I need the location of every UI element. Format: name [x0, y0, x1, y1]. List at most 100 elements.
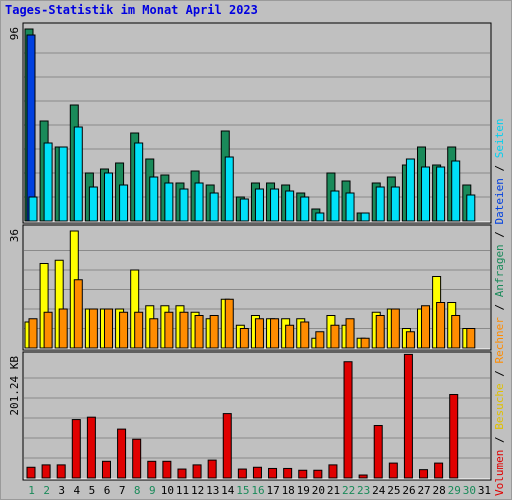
bar-volumen-day-27 [419, 469, 429, 479]
bar-rechner-day-6 [103, 308, 113, 349]
bar-rechner-day-21 [330, 324, 340, 349]
bar-rechner-day-14 [224, 298, 234, 349]
bar-rechner-day-27 [421, 305, 431, 349]
bar-rechner-day-19 [300, 321, 310, 349]
bar-volumen-day-26 [403, 353, 413, 479]
legend-separator: / [493, 158, 506, 178]
bar-volumen-day-20 [313, 469, 323, 479]
bar-seiten-day-6 [103, 172, 113, 222]
x-tick-label-day-19: 19 [297, 484, 310, 497]
legend-entry-seiten: Seiten [493, 118, 506, 158]
bar-rechner-day-5 [88, 308, 98, 349]
bar-rechner-day-8 [134, 311, 144, 349]
bar-rechner-day-3 [58, 308, 68, 349]
side-legend: Volumen / Besuche / Rechner / Anfragen /… [493, 118, 506, 496]
bar-seiten-day-12 [194, 182, 204, 222]
x-tick-label-day-13: 13 [206, 484, 219, 497]
x-tick-label-day-29: 29 [448, 484, 461, 497]
x-tick-label-day-8: 8 [134, 484, 141, 497]
bar-seiten-day-8 [134, 142, 144, 222]
bar-seiten-day-24 [375, 186, 385, 222]
bar-seiten-day-20 [315, 212, 325, 222]
x-tick-label-day-4: 4 [74, 484, 81, 497]
bar-volumen-day-6 [101, 460, 111, 479]
bar-rechner-day-2 [43, 311, 53, 349]
bar-seiten-day-3 [58, 146, 68, 222]
x-tick-label-day-17: 17 [266, 484, 279, 497]
bar-seiten-day-17 [270, 188, 280, 222]
chart-panel-2: 36 [8, 224, 492, 351]
bar-seiten-day-26 [405, 158, 415, 222]
x-tick-label-day-3: 3 [58, 484, 65, 497]
bar-seiten-day-30 [466, 194, 476, 222]
x-tick-label-day-14: 14 [221, 484, 235, 497]
x-tick-label-day-20: 20 [312, 484, 325, 497]
legend-entry-rechner: Rechner [493, 317, 506, 364]
bar-rechner-day-15 [239, 328, 249, 349]
bar-rechner-day-16 [254, 318, 264, 349]
x-tick-label-day-25: 25 [387, 484, 400, 497]
legend-entry-dateien: Dateien [493, 178, 506, 224]
y-max-label: 201.24 KB [8, 356, 21, 416]
bar-dateien-day-1 [26, 34, 36, 222]
bar-rechner-day-28 [436, 302, 446, 349]
bar-seiten-day-5 [88, 186, 98, 222]
x-tick-label-day-10: 10 [161, 484, 174, 497]
bar-seiten-day-1 [28, 196, 38, 222]
bar-seiten-day-27 [421, 166, 431, 222]
bar-volumen-day-29 [449, 394, 459, 479]
x-tick-label-day-24: 24 [372, 484, 386, 497]
bar-volumen-day-5 [86, 416, 96, 479]
legend-separator: / [493, 224, 506, 244]
bar-seiten-day-21 [330, 190, 340, 222]
x-tick-label-day-26: 26 [402, 484, 415, 497]
x-tick-label-day-31: 31 [478, 484, 491, 497]
bar-volumen-day-16 [252, 466, 262, 479]
bar-rechner-day-9 [149, 318, 159, 349]
x-tick-label-day-11: 11 [176, 484, 189, 497]
bar-seiten-day-14 [224, 156, 234, 222]
bar-rechner-day-11 [179, 311, 189, 349]
x-tick-label-day-28: 28 [433, 484, 446, 497]
bar-volumen-day-15 [237, 468, 247, 479]
legend-separator: / [493, 430, 506, 450]
bar-seiten-day-22 [345, 192, 355, 222]
chart-title: Tages-Statistik im Monat April 2023 [5, 3, 258, 17]
bar-rechner-day-10 [164, 311, 174, 349]
bar-seiten-day-2 [43, 142, 53, 222]
bar-volumen-day-17 [268, 467, 278, 479]
bar-seiten-day-29 [451, 160, 461, 222]
x-tick-label-day-1: 1 [28, 484, 35, 497]
bar-volumen-day-10 [162, 460, 172, 479]
legend-separator: / [493, 297, 506, 317]
bar-volumen-day-18 [283, 467, 293, 479]
x-tick-label-day-9: 9 [149, 484, 156, 497]
bar-rechner-day-12 [194, 315, 204, 349]
bar-seiten-day-11 [179, 188, 189, 222]
chart-panel-3: 201.24 KB [8, 351, 492, 481]
bar-volumen-day-13 [207, 459, 217, 479]
bar-rechner-day-17 [270, 318, 280, 349]
x-tick-label-day-16: 16 [251, 484, 264, 497]
x-tick-label-day-12: 12 [191, 484, 204, 497]
bar-volumen-day-19 [298, 469, 308, 479]
bar-volumen-day-8 [132, 438, 142, 479]
bar-seiten-day-23 [360, 212, 370, 222]
bar-rechner-day-23 [360, 337, 370, 349]
bar-seiten-day-9 [149, 176, 159, 222]
bar-rechner-day-26 [405, 331, 415, 349]
bar-volumen-day-7 [117, 428, 127, 479]
bar-seiten-day-28 [436, 166, 446, 222]
x-tick-label-day-2: 2 [43, 484, 50, 497]
bar-rechner-day-20 [315, 331, 325, 349]
bar-seiten-day-18 [285, 190, 295, 222]
bar-seiten-day-25 [390, 186, 400, 222]
bar-rechner-day-7 [119, 311, 129, 349]
bar-volumen-day-1 [26, 466, 36, 479]
x-tick-label-day-5: 5 [89, 484, 96, 497]
bar-rechner-day-24 [375, 315, 385, 349]
bar-rechner-day-1 [28, 318, 38, 349]
legend-separator: / [493, 364, 506, 384]
bar-seiten-day-4 [73, 126, 83, 222]
bar-volumen-day-2 [41, 464, 51, 479]
